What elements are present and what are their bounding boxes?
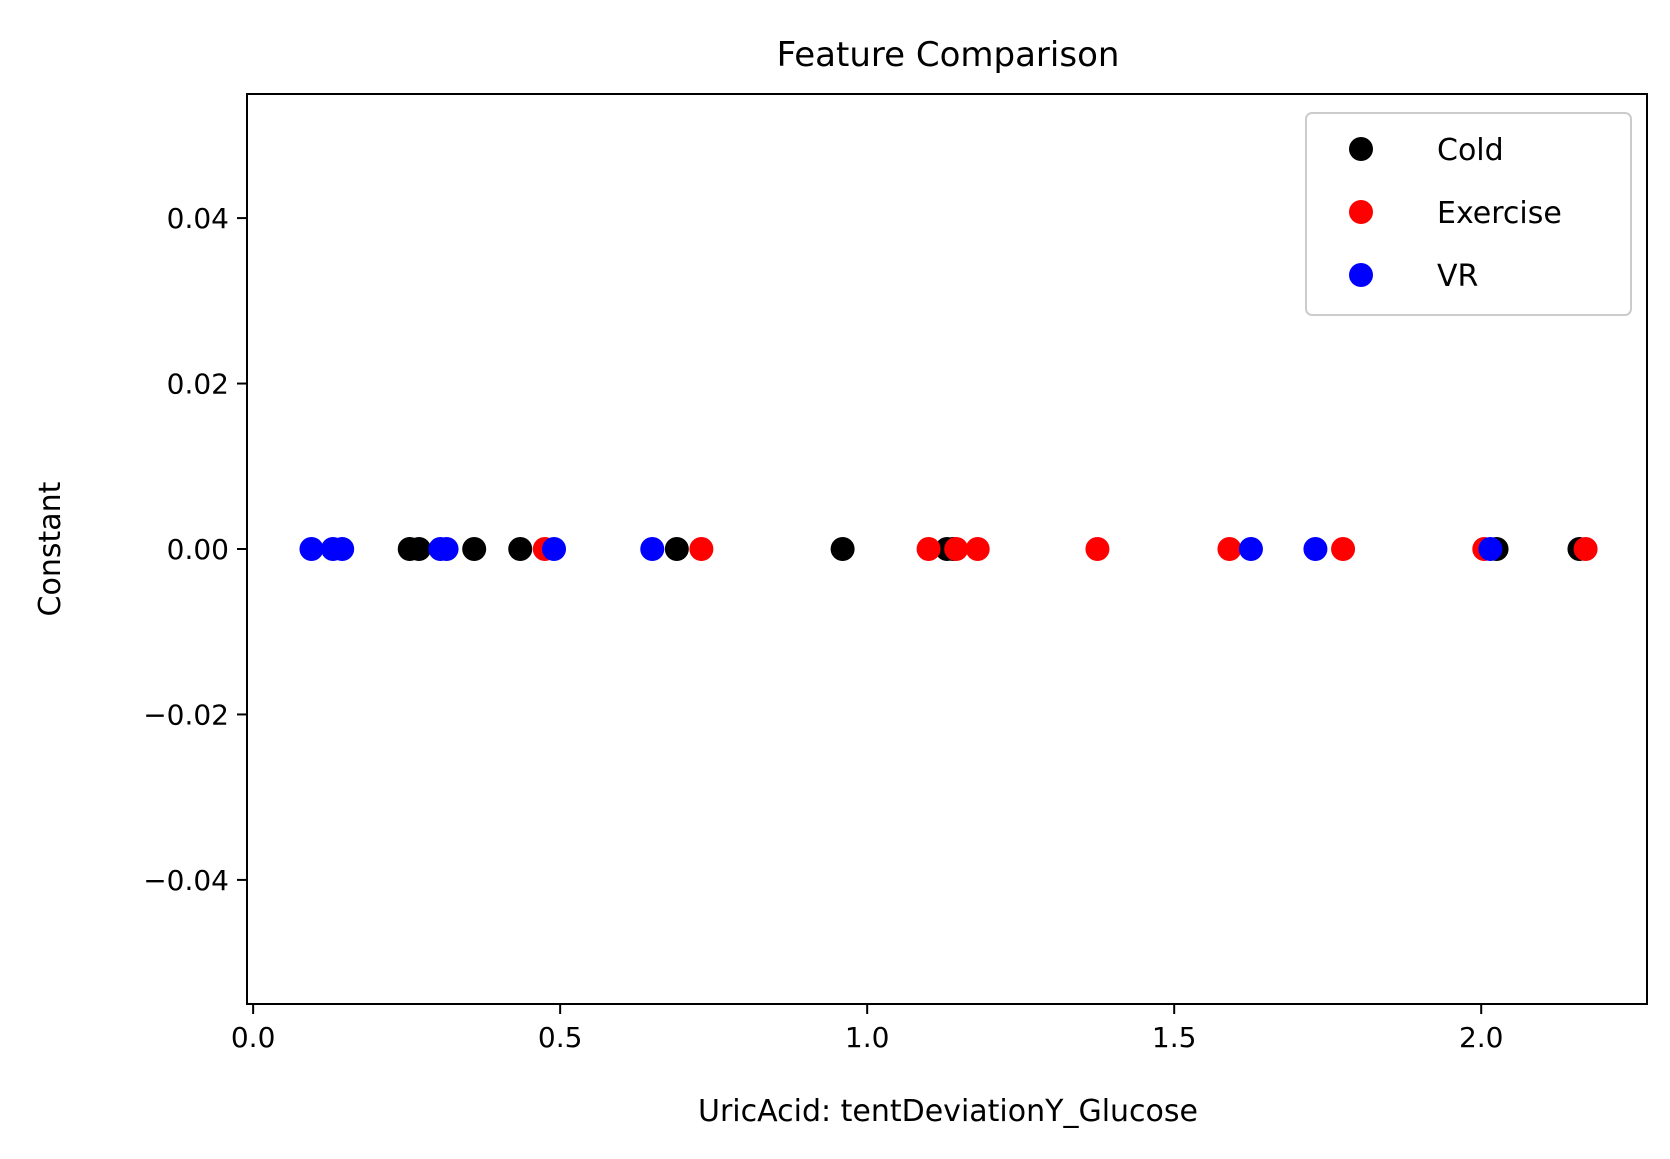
x-tick-label: 0.0	[231, 1021, 276, 1054]
legend-marker-cold	[1349, 137, 1373, 161]
y-tick-label: 0.00	[167, 533, 229, 566]
point-vr	[299, 537, 324, 561]
point-vr	[542, 537, 567, 561]
point-exercise	[944, 537, 969, 561]
point-exercise	[1573, 537, 1598, 561]
point-vr	[1478, 537, 1503, 561]
legend-label-exercise: Exercise	[1437, 196, 1562, 231]
y-tick-label: −0.02	[143, 698, 229, 731]
x-tick-label: 1.5	[1152, 1021, 1197, 1054]
legend-label-cold: Cold	[1437, 133, 1504, 168]
point-vr	[640, 537, 665, 561]
y-axis-label: Constant	[33, 481, 68, 616]
legend-marker-vr	[1349, 263, 1373, 287]
x-tick-label: 1.0	[845, 1021, 890, 1054]
legend: Cold Exercise VR	[1305, 112, 1632, 316]
x-axis-ticks: 0.0 0.5 1.0 1.5 2.0	[231, 1004, 1504, 1054]
point-exercise	[965, 537, 990, 561]
point-vr	[1238, 537, 1263, 561]
point-cold	[664, 537, 689, 561]
y-tick-label: 0.04	[167, 202, 229, 235]
x-tick-label: 0.5	[538, 1021, 583, 1054]
point-exercise	[1331, 537, 1356, 561]
point-exercise	[1217, 537, 1242, 561]
x-tick-label: 2.0	[1459, 1021, 1504, 1054]
point-cold	[508, 537, 533, 561]
x-axis-label: UricAcid: tentDeviationY_Glucose	[698, 1094, 1198, 1129]
point-exercise	[916, 537, 941, 561]
point-vr	[330, 537, 355, 561]
point-exercise	[1085, 537, 1110, 561]
y-tick-label: −0.04	[143, 864, 229, 897]
chart-title: Feature Comparison	[777, 35, 1120, 75]
point-vr	[1303, 537, 1328, 561]
legend-label-vr: VR	[1437, 259, 1478, 294]
plot-markers	[299, 537, 1598, 561]
point-cold	[830, 537, 855, 561]
point-cold	[406, 537, 431, 561]
legend-marker-exercise	[1349, 200, 1373, 224]
y-tick-label: 0.02	[167, 368, 229, 401]
point-exercise	[689, 537, 714, 561]
legend-entries: Cold Exercise VR	[1349, 133, 1562, 294]
legend-box	[1305, 112, 1632, 316]
point-cold	[462, 537, 487, 561]
y-axis-ticks: 0.04 0.02 0.00 −0.02 −0.04	[143, 202, 247, 897]
point-vr	[434, 537, 459, 561]
